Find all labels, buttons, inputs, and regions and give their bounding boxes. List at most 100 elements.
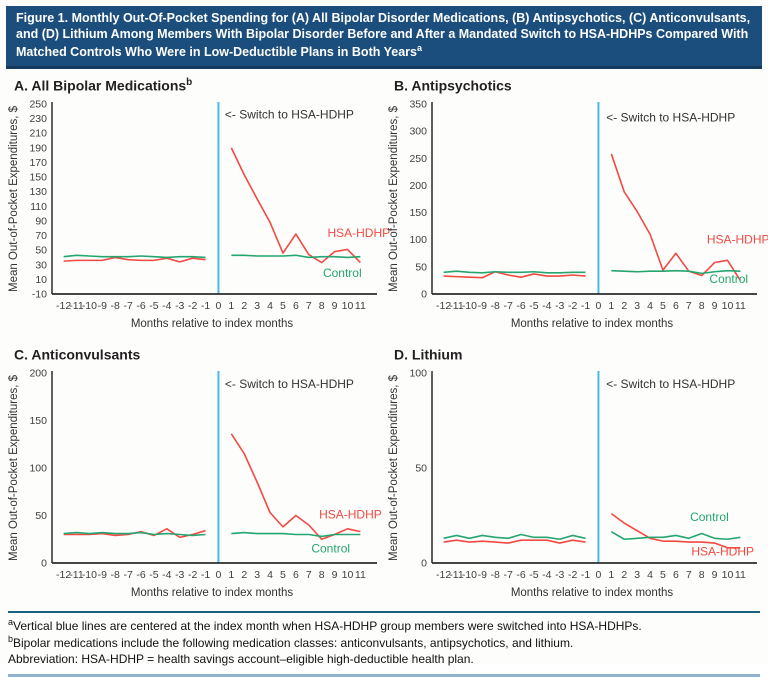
x-tick-label: 0 <box>216 569 222 581</box>
y-tick-label: 70 <box>35 230 47 242</box>
x-tick-label: -4 <box>542 300 551 312</box>
x-tick-label: -10 <box>462 300 477 312</box>
x-tick-label: 6 <box>293 569 299 581</box>
x-tick-label: -9 <box>98 300 107 312</box>
x-tick-label: -9 <box>478 569 487 581</box>
x-tick-label: -12 <box>56 569 71 581</box>
x-tick-label: 5 <box>280 569 286 581</box>
x-tick-label: -3 <box>555 569 564 581</box>
x-tick-label: -2 <box>188 569 197 581</box>
x-tick-label: -12 <box>436 569 451 581</box>
panel-b-title: B. Antipsychotics <box>394 78 512 95</box>
x-tick-label: -8 <box>491 569 500 581</box>
x-tick-label: 1 <box>608 300 614 312</box>
x-tick-label: -6 <box>136 569 145 581</box>
series-line-hsa-hdhp-pre <box>443 539 586 544</box>
x-tick-label: 4 <box>647 300 653 312</box>
x-tick-label: 8 <box>699 300 705 312</box>
x-tick-label: -10 <box>82 569 97 581</box>
series-label-control: Control <box>311 541 350 555</box>
figure-title-bar: Figure 1. Monthly Out-Of-Pocket Spending… <box>6 6 762 70</box>
y-tick-label: 150 <box>29 172 47 184</box>
x-tick-label: -9 <box>478 300 487 312</box>
x-tick-label: -1 <box>581 300 590 312</box>
x-tick-label: 11 <box>355 569 366 581</box>
y-tick-label: 190 <box>29 142 47 154</box>
y-tick-label: 150 <box>409 207 427 219</box>
x-tick-label: 6 <box>673 569 679 581</box>
x-tick-label: 11 <box>735 300 746 312</box>
series-line-hsa-hdhp-post <box>230 433 361 540</box>
series-line-hsa-hdhp-post <box>610 512 741 549</box>
x-tick-label: -8 <box>491 300 500 312</box>
x-tick-label: -11 <box>449 300 464 312</box>
x-tick-label: -7 <box>123 300 132 312</box>
x-tick-label: 3 <box>254 300 260 312</box>
x-tick-label: -8 <box>111 300 120 312</box>
x-tick-label: -8 <box>111 569 120 581</box>
x-tick-label: 0 <box>216 300 222 312</box>
x-tick-label: -10 <box>82 300 97 312</box>
x-tick-label: 9 <box>332 569 338 581</box>
chart-panels-grid: A. All Bipolar Medicationsb -10 10 30 50 70 9… <box>6 73 768 605</box>
x-tick-label: 9 <box>712 569 718 581</box>
x-tick-label: 1 <box>228 569 234 581</box>
y-axis-label: Mean Out-of-Pocket Expenditures, $ <box>8 374 20 561</box>
x-tick-label: -5 <box>149 569 158 581</box>
x-tick-label: 8 <box>699 569 705 581</box>
panel-all-bipolar-medications: A. All Bipolar Medicationsb -10 10 30 50 70 9… <box>6 73 390 336</box>
x-tick-label: 9 <box>332 300 338 312</box>
series-line-control-post <box>231 254 361 259</box>
x-tick-label: 4 <box>267 569 273 581</box>
y-tick-label: 200 <box>409 180 427 192</box>
x-tick-label: 10 <box>722 569 734 581</box>
x-tick-label: 3 <box>634 300 640 312</box>
y-tick-label: 0 <box>421 557 427 569</box>
footnote-divider-line <box>8 610 760 613</box>
series-line-control-post <box>611 269 741 275</box>
x-tick-label: 0 <box>596 300 602 312</box>
x-tick-label: 8 <box>319 569 325 581</box>
y-tick-label: 100 <box>409 234 427 246</box>
x-tick-label: 6 <box>293 300 299 312</box>
series-line-control-pre <box>443 533 586 540</box>
x-tick-label: -7 <box>503 569 512 581</box>
series-line-control-pre <box>63 531 206 536</box>
footnotes: aVertical blue lines are centered at the… <box>8 617 760 668</box>
figure-title: Figure 1. Monthly Out-Of-Pocket Spending… <box>16 11 751 59</box>
x-tick-label: 3 <box>634 569 640 581</box>
switch-annotation: <- Switch to HSA-HDHP <box>606 110 735 124</box>
x-tick-label: 0 <box>596 569 602 581</box>
x-axis-label: Months relative to index months <box>131 318 294 330</box>
y-axis-label: Mean Out-of-Pocket Expenditures, $ <box>388 105 400 292</box>
switch-annotation: <- Switch to HSA-HDHP <box>225 377 354 391</box>
x-tick-label: 11 <box>355 300 366 312</box>
y-axis-label: Mean Out-of-Pocket Expenditures, $ <box>8 105 20 292</box>
y-tick-label: 90 <box>35 215 47 227</box>
y-tick-label: 110 <box>30 201 47 213</box>
x-tick-label: -9 <box>98 569 107 581</box>
switch-annotation: <- Switch to HSA-HDHP <box>606 377 735 391</box>
x-tick-label: -3 <box>555 300 564 312</box>
x-tick-label: -2 <box>568 300 577 312</box>
y-tick-label: 300 <box>409 126 427 138</box>
x-tick-label: -1 <box>201 300 210 312</box>
x-tick-label: -6 <box>516 300 525 312</box>
panel-d-title: D. Lithium <box>394 346 463 363</box>
x-tick-label: 7 <box>306 569 312 581</box>
y-tick-label: -10 <box>32 289 47 301</box>
x-tick-label: 2 <box>241 569 247 581</box>
x-tick-label: -2 <box>568 569 577 581</box>
x-axis-label: Months relative to index months <box>511 318 674 330</box>
y-tick-label: 50 <box>35 510 47 522</box>
x-tick-label: -2 <box>188 300 197 312</box>
panel-anticonvulsants: C. Anticonvulsants 0 50 100 150 200 -12 -11 -10… <box>6 342 382 605</box>
y-tick-label: 200 <box>29 367 47 379</box>
x-tick-label: -3 <box>175 569 184 581</box>
x-tick-label: 11 <box>735 569 746 581</box>
panel-lithium: D. Lithium 0 50 100 -12 -11 -10 -9 -8 -7 -6 -5 -4 -3… <box>386 342 762 605</box>
footnote-a: aVertical blue lines are centered at the… <box>8 616 642 633</box>
